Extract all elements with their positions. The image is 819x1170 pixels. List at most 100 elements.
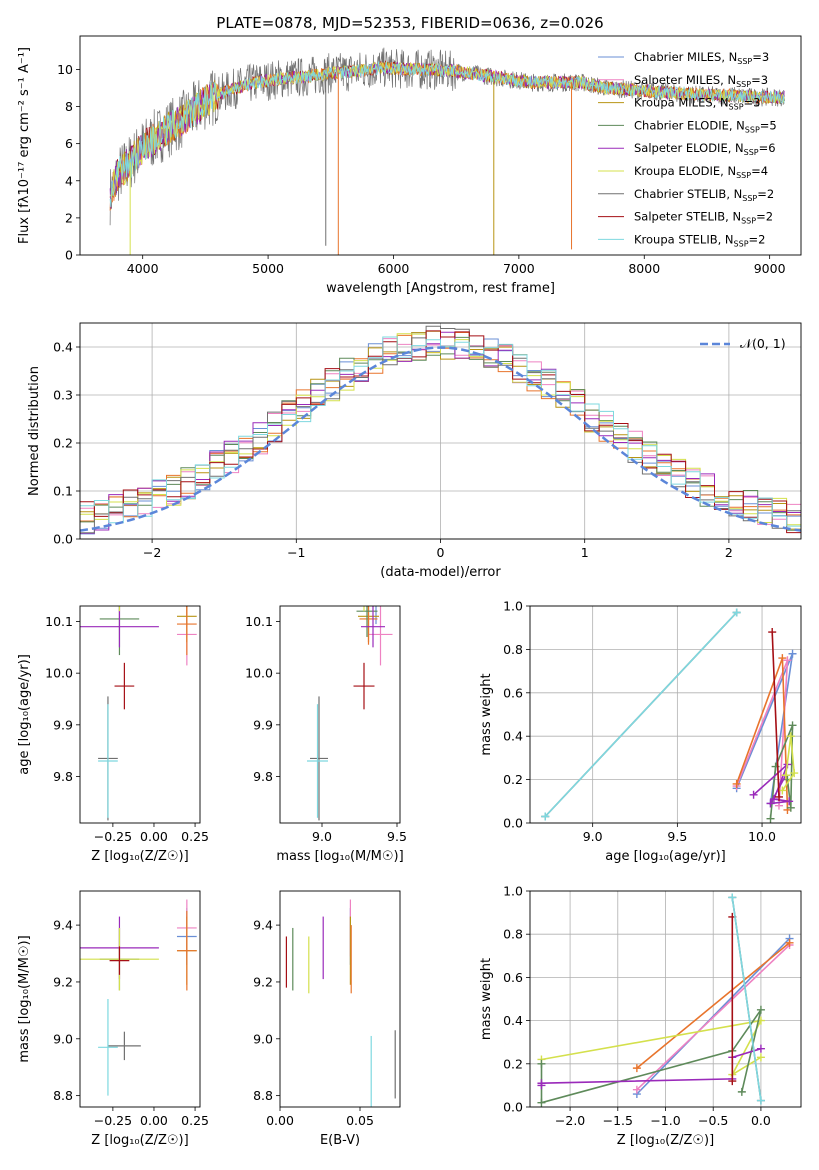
weight-line [771, 631, 780, 798]
residuals-axes [76, 323, 801, 543]
weight-line [541, 1019, 763, 1077]
weight-marker [632, 1085, 641, 1094]
weight_vs_Z-series [537, 893, 794, 1107]
weight-marker [732, 779, 741, 788]
weight-marker [768, 628, 777, 637]
weight_vs_Z-axes [526, 890, 801, 1111]
y-tick-label: 10.1 [45, 614, 73, 629]
y-tick-label: 2 [65, 210, 73, 225]
weight-line [781, 736, 796, 791]
y-axis-label: age [log₁₀(age/yr)] [17, 654, 32, 775]
y-tick-label: 9.9 [53, 717, 73, 732]
weight-line [544, 611, 738, 818]
legend-subscript: SSP [729, 103, 744, 112]
y-tick-label: 0.8 [503, 642, 523, 657]
y-tick-label: 10.1 [245, 614, 273, 629]
y-axis-label: mass weight [479, 958, 494, 1040]
legend-entry: Salpeter MILES, NSSP=3 [634, 73, 768, 89]
age_vs_mass-axes [276, 621, 398, 827]
y-tick-label: 0.1 [53, 484, 73, 499]
weight-marker [788, 649, 797, 658]
legend-subscript: SSP [741, 217, 756, 226]
x-tick-label: −1 [287, 545, 305, 560]
legend-entry: Salpeter ELODIE, NSSP=6 [634, 141, 776, 157]
legend-subscript: SSP [736, 171, 751, 180]
y-tick-label: 6 [65, 136, 73, 151]
weight-marker [737, 1087, 746, 1096]
legend-value: =2 [757, 187, 774, 201]
axes-frame [79, 605, 201, 824]
y-tick-label: 10 [57, 62, 73, 77]
y-tick-label: 0.2 [503, 1056, 523, 1071]
legend-subscript: SSP [737, 57, 752, 66]
mass_vs_Z-points [80, 899, 197, 1096]
legend-value: =4 [751, 164, 768, 178]
x-tick-label: −0.25 [94, 829, 132, 844]
y-tick-label: 9.4 [253, 918, 273, 933]
legend-subscript: SSP [734, 239, 749, 248]
residual-histogram [80, 333, 801, 526]
x-tick-label: 0.00 [140, 829, 168, 844]
weight-marker [781, 771, 790, 780]
y-tick-label: 9.0 [53, 1031, 73, 1046]
weight-marker [732, 608, 741, 617]
y-tick-label: 10.0 [45, 666, 73, 681]
y-axis-label: mass [log₁₀(M/M☉)] [17, 935, 32, 1062]
legend-value: =5 [760, 118, 777, 132]
x-tick-label: 5000 [252, 261, 284, 276]
x-tick-label: 0.0 [751, 1113, 771, 1128]
spectrum-lines [109, 47, 786, 255]
y-tick-label: 8.8 [253, 1088, 273, 1103]
weight-marker [769, 795, 778, 804]
x-tick-label: 0.00 [266, 1113, 294, 1128]
weight-marker [728, 1077, 737, 1086]
x-axis-label: Z [log₁₀(Z/Z☉)] [91, 1133, 188, 1148]
weight-marker [756, 1053, 765, 1062]
x-tick-label: 9.5 [387, 829, 407, 844]
mass_vs_Z-axes [76, 924, 196, 1111]
x-tick-label: 0.00 [140, 1113, 168, 1128]
y-tick-label: 9.0 [253, 1031, 273, 1046]
legend-subscript: SSP [744, 148, 759, 157]
legend-value: =6 [759, 141, 776, 155]
y-tick-label: 8.8 [53, 1088, 73, 1103]
x-axis-label: wavelength [Angstrom, rest frame] [326, 281, 555, 296]
x-tick-label: −1.5 [603, 1113, 633, 1128]
legend-entry: Chabrier STELIB, NSSP=2 [634, 187, 774, 203]
mass_vs_ebv-axes [276, 924, 361, 1111]
legend-entry: Kroupa ELODIE, NSSP=4 [634, 164, 768, 180]
residual-histogram [80, 336, 801, 531]
age_vs_Z-points [80, 606, 197, 821]
y-tick-label: 0.2 [53, 436, 73, 451]
weight-marker [786, 732, 795, 741]
weight-marker [756, 1044, 765, 1053]
axes-frame [79, 322, 802, 540]
y-tick-label: 1.0 [503, 884, 523, 899]
y-tick-label: 9.2 [53, 974, 73, 989]
x-tick-label: 9.0 [583, 829, 603, 844]
x-tick-label: −2 [143, 545, 161, 560]
x-tick-label: 9.5 [667, 829, 687, 844]
x-tick-label: 0.25 [181, 829, 209, 844]
chart-title: PLATE=0878, MJD=52353, FIBERID=0636, z=0… [216, 14, 603, 32]
y-tick-label: 0.8 [503, 927, 523, 942]
x-tick-label: 10.0 [748, 829, 776, 844]
weight-marker [537, 1098, 546, 1107]
legend-subscript: SSP [736, 80, 751, 89]
x-axis-label: age [log₁₀(age/yr)] [605, 849, 726, 864]
x-tick-label: −0.5 [698, 1113, 728, 1128]
axes-frame [279, 890, 401, 1108]
x-axis-label: E(B-V) [320, 1133, 360, 1148]
x-axis-label: (data-model)/error [380, 565, 501, 580]
axes-frame [529, 890, 802, 1108]
y-tick-label: 0.4 [503, 1013, 523, 1028]
y-tick-label: 0.0 [53, 532, 73, 547]
weight-marker [788, 721, 797, 730]
residual-histogram [80, 330, 801, 534]
legend-subscript: SSP [742, 194, 757, 203]
y-tick-label: 8 [65, 99, 73, 114]
weight-marker [541, 812, 550, 821]
mass_vs_ebv-points [285, 899, 396, 1107]
y-tick-label: 0.4 [503, 729, 523, 744]
